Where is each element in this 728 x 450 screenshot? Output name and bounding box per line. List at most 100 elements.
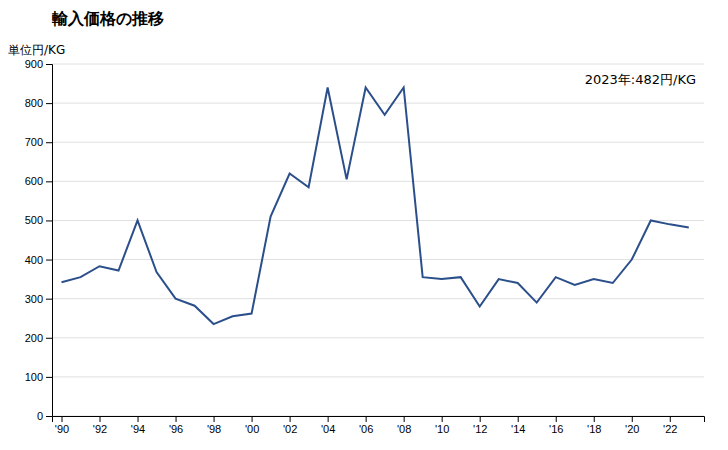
x-tick: '12	[473, 416, 487, 435]
x-tick-mark	[594, 416, 595, 422]
x-tick: '94	[131, 416, 145, 435]
x-tick-label: '18	[587, 423, 601, 435]
y-axis: 0 100 200 300 400 500 600 700 800 900	[25, 58, 53, 422]
price-line	[62, 87, 689, 324]
x-tick: '16	[549, 416, 563, 435]
x-tick-label: '92	[93, 423, 107, 435]
title: 輸入価格の推移	[51, 9, 164, 28]
x-tick-label: '96	[169, 423, 183, 435]
x-tick-label: '16	[549, 423, 563, 435]
x-tick-label: '90	[55, 423, 69, 435]
y-tick-mark	[46, 103, 52, 104]
x-tick-label: '06	[359, 423, 373, 435]
grid-line	[52, 64, 704, 65]
y-tick: 800	[25, 97, 52, 109]
y-tick: 700	[25, 136, 52, 148]
x-tick-label: '12	[473, 423, 487, 435]
y-tick-label: 800	[25, 97, 43, 109]
x-tick-mark	[252, 416, 253, 422]
y-tick: 0	[37, 410, 52, 422]
x-tick: '00	[245, 416, 259, 435]
x-tick-mark	[442, 416, 443, 422]
x-tick-label: '14	[511, 423, 525, 435]
y-tick: 500	[25, 214, 52, 226]
grid-line	[52, 220, 704, 221]
y-tick-label: 900	[25, 58, 43, 70]
y-axis-line	[46, 65, 53, 417]
x-tick-label: '08	[397, 423, 411, 435]
y-tick-label: 400	[25, 254, 43, 266]
x-tick-label: '20	[625, 423, 639, 435]
y-tick-mark	[46, 338, 52, 339]
x-tick-label: '00	[245, 423, 259, 435]
x-tick: '20	[625, 416, 639, 435]
y-tick: 600	[25, 175, 52, 187]
x-tick-mark	[176, 416, 177, 422]
y-tick: 100	[25, 371, 52, 383]
y-tick: 400	[25, 254, 52, 266]
y-tick-mark	[46, 64, 52, 65]
y-tick-mark	[46, 142, 52, 143]
x-tick-mark	[518, 416, 519, 422]
grid-line	[52, 259, 704, 260]
x-tick: '10	[435, 416, 449, 435]
x-tick: '06	[359, 416, 373, 435]
grid	[52, 64, 704, 416]
x-tick-label: '22	[663, 423, 677, 435]
x-tick: '22	[663, 416, 677, 435]
y-tick-mark	[46, 299, 52, 300]
x-tick-mark	[138, 416, 139, 422]
x-tick: '96	[169, 416, 183, 435]
x-tick: '90	[55, 416, 69, 435]
y-tick-mark	[46, 181, 52, 182]
y-tick: 300	[25, 293, 52, 305]
x-tick-mark	[556, 416, 557, 422]
y-tick: 200	[25, 332, 52, 344]
x-tick: '92	[93, 416, 107, 435]
x-tick: '04	[321, 416, 335, 435]
x-tick-mark	[100, 416, 101, 422]
x-tick-label: '02	[283, 423, 297, 435]
grid-line	[52, 376, 704, 377]
y-tick-label: 600	[25, 175, 43, 187]
plot-area	[62, 87, 689, 324]
grid-line	[52, 181, 704, 182]
grid-line	[52, 142, 704, 143]
x-tick: '08	[397, 416, 411, 435]
x-axis: '90 '92 '94 '96 '98 '00 '02 '04 '06 '08 '10 '12 '14 '…	[53, 416, 705, 435]
x-tick-mark	[366, 416, 367, 422]
grid-line	[52, 298, 704, 299]
y-tick-label: 0	[37, 410, 43, 422]
y-axis-label: 単位円/KG	[8, 43, 65, 57]
x-tick: '14	[511, 416, 525, 435]
x-tick-mark	[632, 416, 633, 422]
y-tick-label: 100	[25, 371, 43, 383]
grid-line	[52, 337, 704, 338]
x-tick-mark	[290, 416, 291, 422]
x-tick-mark	[328, 416, 329, 422]
y-tick-mark	[46, 416, 52, 417]
y-tick-label: 300	[25, 293, 43, 305]
x-tick: '02	[283, 416, 297, 435]
x-tick-mark	[480, 416, 481, 422]
y-tick-mark	[46, 220, 52, 221]
chart: '90 '92 '94 '96 '98 '00 '02 '04 '06 '08 '10 '12 '14 '…	[0, 0, 728, 450]
grid-line	[52, 103, 704, 104]
x-tick-mark	[62, 416, 63, 422]
y-tick-label: 500	[25, 214, 43, 226]
x-axis-line	[53, 417, 705, 423]
y-tick-mark	[46, 260, 52, 261]
annotation: 2023年:482円/KG	[585, 72, 696, 87]
x-tick: '98	[207, 416, 221, 435]
x-tick-label: '04	[321, 423, 335, 435]
y-tick: 900	[25, 58, 52, 70]
x-tick: '18	[587, 416, 601, 435]
x-tick-label: '98	[207, 423, 221, 435]
y-tick-label: 700	[25, 136, 43, 148]
x-tick-label: '94	[131, 423, 145, 435]
x-tick-mark	[214, 416, 215, 422]
y-tick-mark	[46, 377, 52, 378]
x-tick-mark	[670, 416, 671, 422]
x-tick-label: '10	[435, 423, 449, 435]
y-tick-label: 200	[25, 332, 43, 344]
